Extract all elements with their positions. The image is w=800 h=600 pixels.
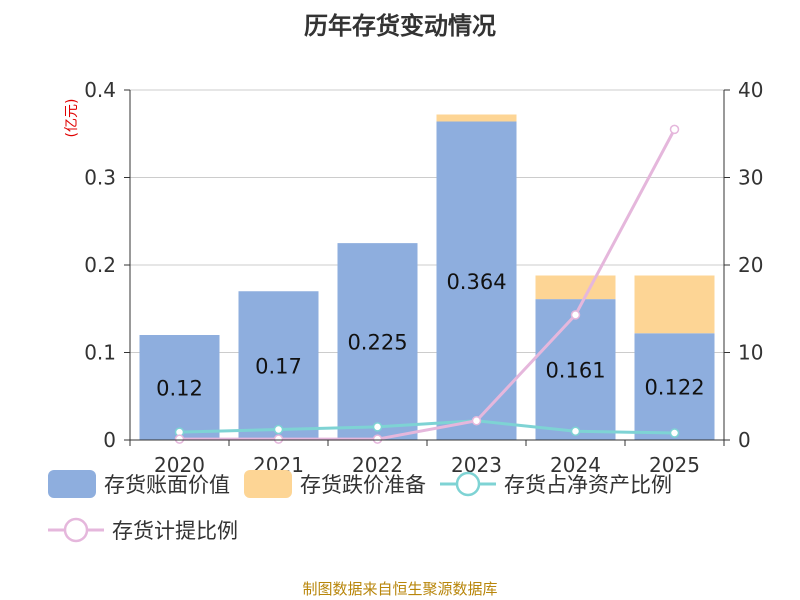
line-ratio-net-assets-point [372, 422, 383, 432]
legend-label: 存货计提比例 [112, 519, 238, 543]
bar-book-value [634, 333, 715, 440]
legend-swatch [48, 517, 104, 543]
legend-swatch [440, 471, 496, 497]
y-left-tick-label: 0.4 [84, 78, 116, 102]
line-provision-ratio [179, 128, 676, 441]
bar-value-label: 0.12 [156, 377, 203, 401]
legend-swatch [244, 470, 292, 498]
line-provision-ratio-point [372, 434, 383, 444]
legend-label: 存货账面价值 [104, 473, 230, 497]
bar-impairment [436, 114, 517, 122]
line-ratio-net-assets [179, 419, 675, 435]
bar-book-value [337, 243, 418, 440]
y-left-tick-label: 0.3 [84, 166, 116, 190]
y-left-tick-label: 0 [103, 428, 116, 452]
chart-title: 历年存货变动情况 [304, 12, 496, 40]
bar-value-label: 0.17 [255, 355, 302, 379]
bar-book-value [238, 291, 319, 440]
y-right-tick-label: 10 [738, 341, 763, 365]
y-left-tick-label: 0.1 [84, 341, 116, 365]
line-provision-ratio-point [669, 124, 680, 135]
source-footer: 制图数据来自恒生聚源数据库 [302, 580, 498, 598]
y-right-tick-label: 20 [738, 253, 763, 277]
y-right-tick-label: 0 [738, 428, 751, 452]
line-ratio-net-assets-point [669, 428, 680, 438]
x-tick-label: 2024 [550, 453, 601, 477]
y-right-tick-label: 30 [738, 166, 763, 190]
bar-book-value [535, 299, 616, 440]
left-axis-unit: (亿元) [64, 99, 80, 138]
bar-value-label: 0.225 [347, 331, 407, 355]
x-tick-label: 2020 [154, 453, 205, 477]
line-provision-ratio-point [471, 416, 482, 426]
x-tick-label: 2023 [451, 453, 502, 477]
legend-item[interactable]: 存货占净资产比例 [440, 466, 672, 502]
line-provision-ratio-point [570, 310, 581, 320]
bar-value-label: 0.122 [644, 376, 704, 400]
x-tick-label: 2022 [352, 453, 403, 477]
legend-swatch [48, 470, 96, 498]
line-ratio-net-assets-point [570, 426, 581, 436]
legend-item[interactable]: 存货账面价值 [48, 466, 230, 502]
bar-value-label: 0.364 [446, 270, 506, 294]
line-provision-ratio-point [174, 434, 185, 444]
legend-item[interactable]: 存货跌价准备 [244, 466, 426, 502]
line-series [174, 124, 680, 444]
bar-book-value [436, 121, 517, 440]
legend: 存货账面价值 存货跌价准备 存货占净资产比例存货计提比例 [48, 466, 778, 548]
y-left-tick-label: 0.2 [84, 253, 116, 277]
line-ratio-net-assets-point [273, 424, 284, 435]
line-provision-ratio-point [273, 434, 284, 444]
legend-label: 存货跌价准备 [300, 473, 426, 497]
bar-book-value [139, 335, 220, 440]
bar-impairment [535, 275, 616, 300]
x-tick-label: 2025 [649, 453, 700, 477]
bar-series: 0.12 0.17 0.225 0.364 0.161 0.122 [139, 114, 715, 440]
bar-impairment [634, 275, 715, 334]
grid-lines [130, 89, 724, 353]
bar-value-label: 0.161 [545, 359, 605, 383]
y-right-tick-label: 40 [738, 78, 763, 102]
legend-item[interactable]: 存货计提比例 [48, 512, 238, 548]
legend-label: 存货占净资产比例 [504, 473, 672, 497]
